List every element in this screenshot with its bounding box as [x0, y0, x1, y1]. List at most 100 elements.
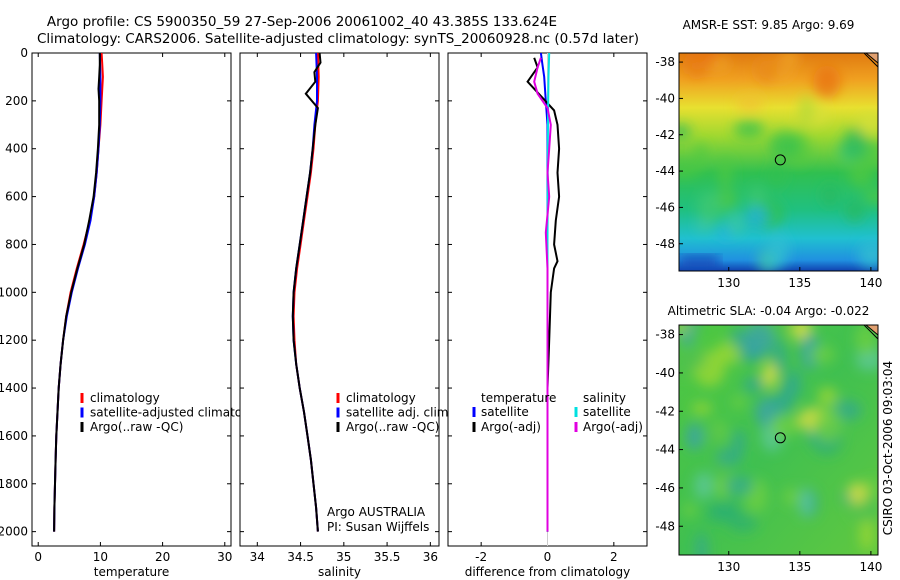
sst-map-texture-blob — [735, 95, 764, 111]
difference-xtick-label: 2 — [610, 550, 618, 564]
sla-map: 130 135 140 -38 -40 -42 -44 -46 -48 Altimetric SL… — [655, 304, 882, 574]
salinity-legend-label: satellite adj. clim. — [346, 406, 452, 420]
temperature-ytick-label: 1800 — [0, 477, 28, 491]
sla-map-texture-blob — [679, 325, 693, 334]
sst-map-texture-blob — [733, 120, 765, 139]
temperature-xtick-label: 20 — [155, 550, 170, 564]
temperature-ytick-label: 2000 — [0, 525, 28, 539]
sla-map-texture-blob — [771, 339, 788, 376]
sla-map-ytick-label: -46 — [655, 481, 675, 495]
salinity-xtick-label: 35.5 — [374, 550, 401, 564]
sla-map-texture-blob — [847, 482, 868, 505]
sla-map-texture-blob — [813, 406, 842, 443]
sst-map-texture-blob — [863, 188, 878, 205]
salinity-legend-label: climatology — [346, 391, 416, 405]
sst-map: 130 135 140 -38 -40 -42 -44 -46 -48 AMSR-E SST: 9… — [655, 18, 882, 290]
sla-map-frame — [678, 324, 879, 556]
sla-map-coastline — [865, 325, 878, 336]
sla-map-texture-blob — [743, 325, 775, 356]
difference-series-line — [533, 57, 552, 532]
difference-legend: temperature salinitysatelliteArgo(-adj)sa… — [472, 391, 643, 434]
sla-map-texture-blob — [686, 422, 703, 451]
sst-map-texture-blob — [821, 183, 839, 207]
sla-map-texture-blob — [769, 413, 800, 438]
sst-map-texture — [679, 53, 878, 271]
salinity-xtick-label: 36 — [423, 550, 438, 564]
title-line-1: Argo profile: CS 5900350_59 27-Sep-2006 … — [47, 14, 557, 30]
sst-map-texture-blob — [768, 164, 785, 187]
difference-legend-label: satellite — [481, 405, 529, 419]
sla-map-texture-blob — [762, 362, 778, 389]
difference-xlabel: difference from climatology — [465, 565, 631, 579]
sst-map-texture-blob — [767, 233, 789, 269]
sst-map-texture-blob — [686, 61, 705, 75]
salinity-series-line — [291, 52, 322, 532]
temperature-ytick-label: 200 — [5, 94, 28, 108]
sla-map-texture-blob — [799, 487, 813, 518]
sla-map-texture-blob — [679, 348, 692, 378]
sst-map-texture-blob — [694, 142, 707, 173]
sst-map-texture-blob — [858, 112, 878, 136]
temperature-legend-label: Argo(..raw -QC) — [90, 420, 183, 434]
sla-map-xtick-label: 135 — [788, 560, 811, 574]
legend-heading-temperature: temperature — [481, 391, 556, 405]
salinity-xtick-label: 34 — [250, 550, 265, 564]
sst-map-ytick-label: -48 — [655, 237, 675, 251]
sst-map-texture-blob — [844, 198, 865, 222]
sla-map-texture-blob — [859, 516, 874, 551]
sst-map-xtick-label: 140 — [859, 276, 882, 290]
sla-map-title: Altimetric SLA: -0.04 Argo: -0.022 — [668, 304, 870, 318]
sst-map-texture-blob — [769, 131, 800, 159]
sst-map-coastline-edge — [863, 53, 878, 68]
sla-map-ytick-label: -40 — [655, 366, 675, 380]
temperature-ytick-label: 0 — [20, 46, 28, 60]
temperature-panel: 0 10 20 30 0 200 400 600 800 1000 1200 1400 1600 1800… — [0, 46, 268, 579]
sst-map-texture-blob — [679, 162, 698, 178]
sst-map-ytick-label: -44 — [655, 164, 675, 178]
difference-legend-label: satellite — [583, 405, 631, 419]
sst-map-texture-blob — [842, 128, 869, 160]
salinity-axes-frame — [239, 52, 440, 547]
salinity-panel: 34 34.5 35 35.5 36 salinity climatologysatelli… — [239, 52, 452, 579]
sla-map-image — [679, 325, 878, 555]
salinity-xtick-label: 35 — [336, 550, 351, 564]
title-line-2: Climatology: CARS2006. Satellite-adjuste… — [37, 31, 639, 47]
difference-xtick-label: 0 — [544, 550, 552, 564]
sst-map-title: AMSR-E SST: 9.85 Argo: 9.69 — [683, 18, 855, 32]
temperature-ytick-label: 1400 — [0, 381, 28, 395]
sla-map-texture-blob — [703, 426, 723, 445]
difference-xtick-label: -2 — [475, 550, 487, 564]
sla-map-texture-blob — [808, 345, 835, 364]
sst-map-texture-blob — [755, 55, 779, 84]
temperature-ytick-label: 400 — [5, 142, 28, 156]
temperature-ytick-label: 1200 — [0, 333, 28, 347]
sst-map-texture-blob — [718, 227, 732, 242]
sla-map-ytick-label: -48 — [655, 519, 675, 533]
sla-map-ytick-label: -44 — [655, 443, 675, 457]
legend-heading-salinity: salinity — [583, 391, 626, 405]
sla-map-texture-blob — [742, 376, 765, 394]
difference-legend-label: Argo(-adj) — [583, 420, 643, 434]
sla-map-texture — [679, 325, 878, 555]
salinity-xlabel: salinity — [318, 565, 361, 579]
sst-map-texture-blob — [858, 241, 878, 269]
salinity-legend-label: Argo(..raw -QC) — [346, 420, 439, 434]
temperature-xtick-label: 0 — [34, 550, 42, 564]
temperature-xtick-label: 10 — [93, 550, 108, 564]
sst-map-texture-blob — [717, 157, 733, 188]
salinity-xtick-label: 34.5 — [287, 550, 314, 564]
sst-map-image — [679, 53, 878, 271]
sst-map-xtick-label: 130 — [717, 276, 740, 290]
credit-label: CSIRO 03-Oct-2006 09:03:04 — [881, 361, 895, 535]
sla-map-ytick-label: -42 — [655, 404, 675, 418]
sst-cold-patch — [679, 255, 719, 271]
sst-map-texture-blob — [697, 190, 723, 224]
sla-map-float-marker — [774, 432, 786, 444]
temperature-axes-frame — [31, 52, 232, 547]
sla-map-texture-blob — [731, 395, 746, 409]
sst-map-texture-blob — [799, 94, 813, 128]
sla-map-texture-blob — [732, 429, 746, 454]
